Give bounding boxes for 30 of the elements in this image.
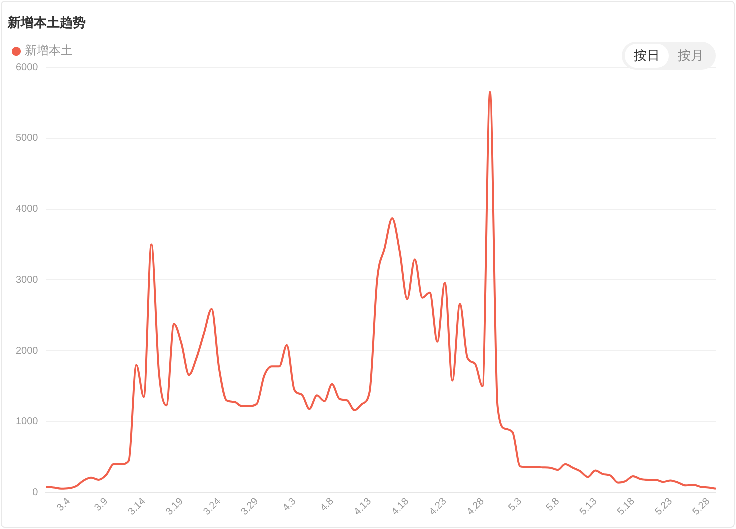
x-tick-label: 3.29 <box>239 496 262 518</box>
x-tick-label: 4.23 <box>428 496 450 518</box>
y-tick-label: 4000 <box>16 204 39 216</box>
x-tick-label: 4.18 <box>390 496 412 518</box>
x-tick-label: 4.8 <box>318 496 337 514</box>
y-tick-label: 5000 <box>16 133 39 144</box>
x-tick-label: 3.9 <box>92 496 111 514</box>
y-tick-label: 0 <box>32 488 39 498</box>
x-tick-label: 4.28 <box>465 496 488 518</box>
x-tick-label: 3.19 <box>164 496 186 518</box>
x-tick-label: 3.4 <box>55 496 74 514</box>
chart-title: 新增本土趋势 <box>7 15 86 32</box>
text: 按日 <box>625 44 669 68</box>
line-series <box>45 91 717 490</box>
x-tick-label: 4.13 <box>352 496 374 518</box>
x-tick-label: 3.24 <box>202 496 224 518</box>
x-tick-label: 5.8 <box>544 496 562 514</box>
x-tick-label: 4.3 <box>281 496 299 514</box>
x-tick-label: 3.14 <box>126 496 148 518</box>
y-tick-label: 2000 <box>16 346 39 357</box>
x-tick-label: 5.18 <box>616 496 638 518</box>
legend-label: 新增本土 <box>25 44 73 58</box>
y-tick-label: 6000 <box>16 62 39 74</box>
x-tick-label: 5.3 <box>506 496 525 514</box>
x-tick-label: 5.23 <box>653 496 676 518</box>
y-tick-label: 1000 <box>16 416 39 428</box>
x-tick-label: 5.28 <box>690 496 713 518</box>
x-tick-label: 5.13 <box>578 496 600 518</box>
text: 按月 <box>677 48 705 66</box>
y-tick-label: 3000 <box>16 274 39 286</box>
